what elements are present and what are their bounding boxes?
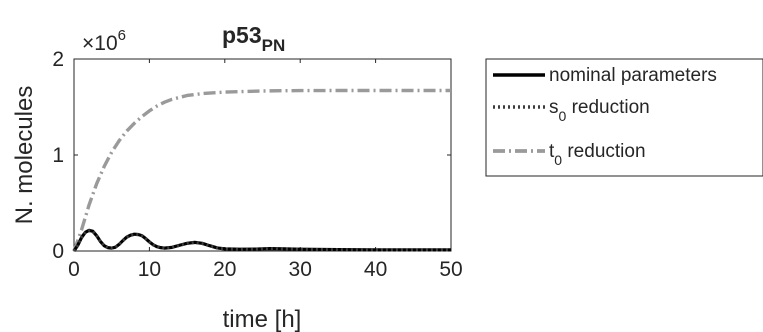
- chart-title-main: p53: [222, 22, 262, 48]
- y-exponent-label: ×106: [82, 27, 126, 55]
- legend-label-subscript: 0: [559, 108, 567, 124]
- y-exponent-power: 6: [118, 27, 126, 44]
- x-tick-label: 30: [289, 258, 312, 281]
- y-axis-label: N. molecules: [11, 86, 38, 225]
- legend-label-name: nominal parameters: [549, 65, 717, 86]
- series-layer: [72, 88, 451, 252]
- legend-label-0: nominal parameters: [549, 65, 717, 86]
- legend-label-2: t0 reduction: [549, 141, 646, 168]
- x-tick-label: 20: [213, 258, 236, 281]
- legend-label-rest: reduction: [562, 141, 645, 162]
- y-exponent-base: ×10: [82, 32, 118, 55]
- plot-area: [73, 58, 452, 252]
- x-tick-label: 50: [439, 258, 462, 281]
- legend-label-subscript: 0: [554, 152, 562, 168]
- legend-label-name: s: [549, 97, 559, 118]
- x-axis-label: time [h]: [223, 306, 302, 332]
- legend-label-1: s0 reduction: [549, 97, 650, 124]
- y-tick-label: 0: [52, 240, 64, 263]
- y-tick-label: 2: [52, 48, 64, 71]
- legend-box: [485, 58, 763, 177]
- series-line-1: [72, 229, 451, 252]
- y-tick-label: 1: [52, 144, 64, 167]
- series-line-2: [72, 88, 451, 252]
- x-tick-label: 0: [68, 258, 80, 281]
- x-tick-label: 40: [364, 258, 387, 281]
- axis-ticks: 0 10 20 30 40 50 0 1 2: [52, 48, 462, 281]
- legend-label-rest: reduction: [566, 97, 649, 118]
- x-tick-label: 10: [138, 258, 161, 281]
- chart-title: p53PN: [222, 22, 285, 55]
- chart-title-subscript: PN: [262, 36, 286, 55]
- legend-label-name: t: [549, 141, 555, 162]
